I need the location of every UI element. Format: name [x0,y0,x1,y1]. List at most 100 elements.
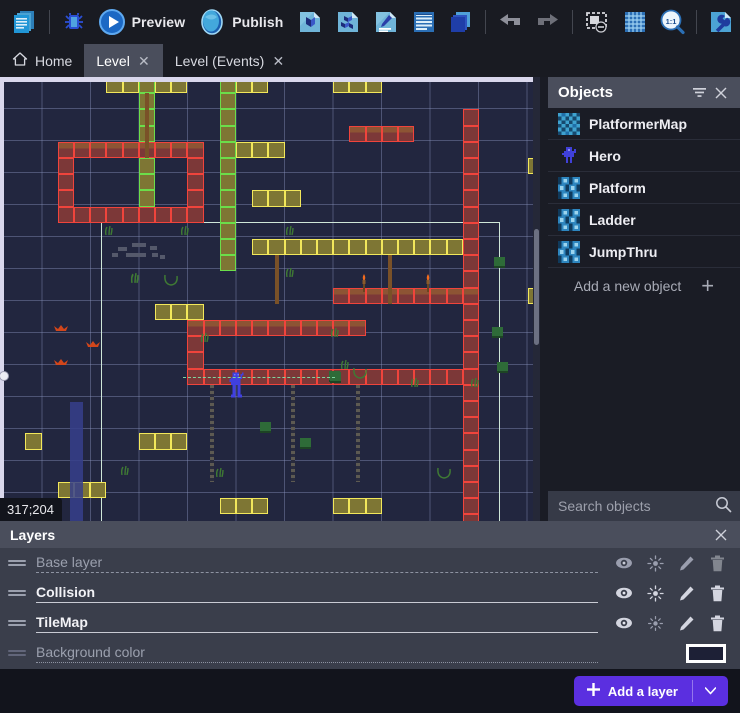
close-icon[interactable] [710,82,732,104]
layers-panel: Layers Base layer Collis [0,521,740,669]
svg-text:1:1: 1:1 [666,17,677,26]
search-icon[interactable] [715,496,732,516]
toolbar-separator [696,10,698,34]
eye-icon[interactable] [615,554,633,572]
layer-name-field[interactable]: Base layer [36,554,598,573]
eye-icon[interactable] [615,614,633,632]
add-external-layout-icon[interactable] [329,3,367,41]
trash-icon[interactable] [708,554,726,572]
add-scene-icon[interactable] [291,3,329,41]
tab-level-events[interactable]: Level (Events) ✕ [163,44,297,77]
preview-play-icon[interactable] [93,3,131,41]
tab-home[interactable]: Home [0,44,84,77]
layers-panel-footer: Add a layer [0,669,740,713]
cursor-coordinates: 317;204 [0,498,62,521]
plus-icon [586,682,601,700]
add-new-object-label: Add a new object [573,278,682,294]
edit-pencil-icon[interactable] [677,584,695,602]
add-new-object-button[interactable]: Add a new object + [548,270,740,302]
toolbar-separator [571,10,573,34]
tab-close-level-events[interactable]: ✕ [272,52,285,69]
layer-row-background-color[interactable]: Background color [0,638,740,668]
add-events-functions-icon[interactable] [405,3,443,41]
background-color-swatch[interactable] [686,643,726,663]
add-layer-button[interactable]: Add a layer [573,676,728,706]
zoom-reset-icon[interactable]: 1:1 [653,3,691,41]
effects-icon[interactable] [646,614,664,632]
layer-actions [608,614,732,632]
object-list-item-platformermap[interactable]: PlatformerMap [548,108,740,140]
add-layer-main[interactable]: Add a layer [574,676,692,706]
chevron-down-icon[interactable] [693,676,728,706]
editor-tab-bar: Home Level ✕ Level (Events) ✕ [0,44,740,77]
scene-top-border [0,77,540,82]
layer-row-tilemap[interactable]: TileMap [0,608,740,638]
home-icon [12,51,28,70]
resize-handle-left[interactable] [0,371,9,381]
toolbar-separator [485,10,487,34]
publish-button[interactable]: Publish [193,3,291,41]
undo-icon[interactable] [491,3,529,41]
search-input[interactable]: Search objects [558,498,651,514]
layer-row-collision[interactable]: Collision [0,578,740,608]
layer-actions [608,554,732,572]
drag-handle-icon[interactable] [8,620,26,626]
drag-handle-icon[interactable] [8,560,26,566]
objects-panel-title: Objects [558,84,614,101]
layer-name: Base layer [36,553,103,570]
redo-icon[interactable] [529,3,567,41]
tileset-thumbnail [558,208,580,231]
object-name: Platform [589,179,646,196]
layer-name: Collision [36,583,96,600]
layer-row-base-layer[interactable]: Base layer [0,548,740,578]
tab-label-home: Home [35,52,73,69]
objects-panel-header: Objects [548,77,740,108]
project-manager-icon[interactable] [6,3,44,41]
tileset-thumbnail [558,240,580,263]
preview-label: Preview [131,14,186,30]
eye-icon[interactable] [615,584,633,602]
layer-actions [608,643,732,663]
add-external-events-icon[interactable] [367,3,405,41]
trash-icon[interactable] [708,614,726,632]
scrollbar-thumb[interactable] [534,229,539,345]
drag-handle-icon[interactable] [8,590,26,596]
effects-icon[interactable] [646,554,664,572]
edit-pencil-icon[interactable] [677,554,695,572]
object-name: JumpThru [589,243,658,260]
object-name: Hero [589,147,621,164]
effects-icon[interactable] [646,584,664,602]
layer-actions [608,584,732,602]
debug-icon[interactable] [55,3,93,41]
main-toolbar: Preview Publish [0,0,740,44]
layer-name-field[interactable]: Collision [36,584,598,603]
layer-name-field: Background color [36,644,598,663]
tileset-thumbnail [558,176,580,199]
object-list-item-platform[interactable]: Platform [548,172,740,204]
edit-pencil-icon[interactable] [677,614,695,632]
layer-name-field[interactable]: TileMap [36,614,598,633]
search-objects-field[interactable]: Search objects [548,491,740,521]
publish-label: Publish [232,14,284,30]
object-list-item-hero[interactable]: Hero [548,140,740,172]
scene-viewport[interactable] [0,77,540,521]
grid-icon[interactable] [616,3,654,41]
object-name: PlatformerMap [589,115,688,132]
filter-icon[interactable] [688,82,710,104]
publish-icon[interactable] [193,3,231,41]
scene-properties-icon[interactable] [702,3,740,41]
close-icon[interactable] [710,524,732,546]
object-list-item-jumpthru[interactable]: JumpThru [548,236,740,268]
open-layout-icon[interactable] [443,3,481,41]
tab-close-level[interactable]: ✕ [137,52,150,69]
hero-sprite-thumbnail [558,145,580,167]
layers-panel-header: Layers [0,521,740,548]
scene-vertical-scrollbar[interactable] [533,77,540,521]
scene-editor-canvas[interactable]: 317;204 [0,77,540,521]
scene-left-border [0,77,4,521]
preview-button[interactable]: Preview [93,3,194,41]
trash-icon[interactable] [708,584,726,602]
object-mask-icon[interactable] [578,3,616,41]
tab-level[interactable]: Level ✕ [84,44,163,77]
object-list-item-ladder[interactable]: Ladder [548,204,740,236]
